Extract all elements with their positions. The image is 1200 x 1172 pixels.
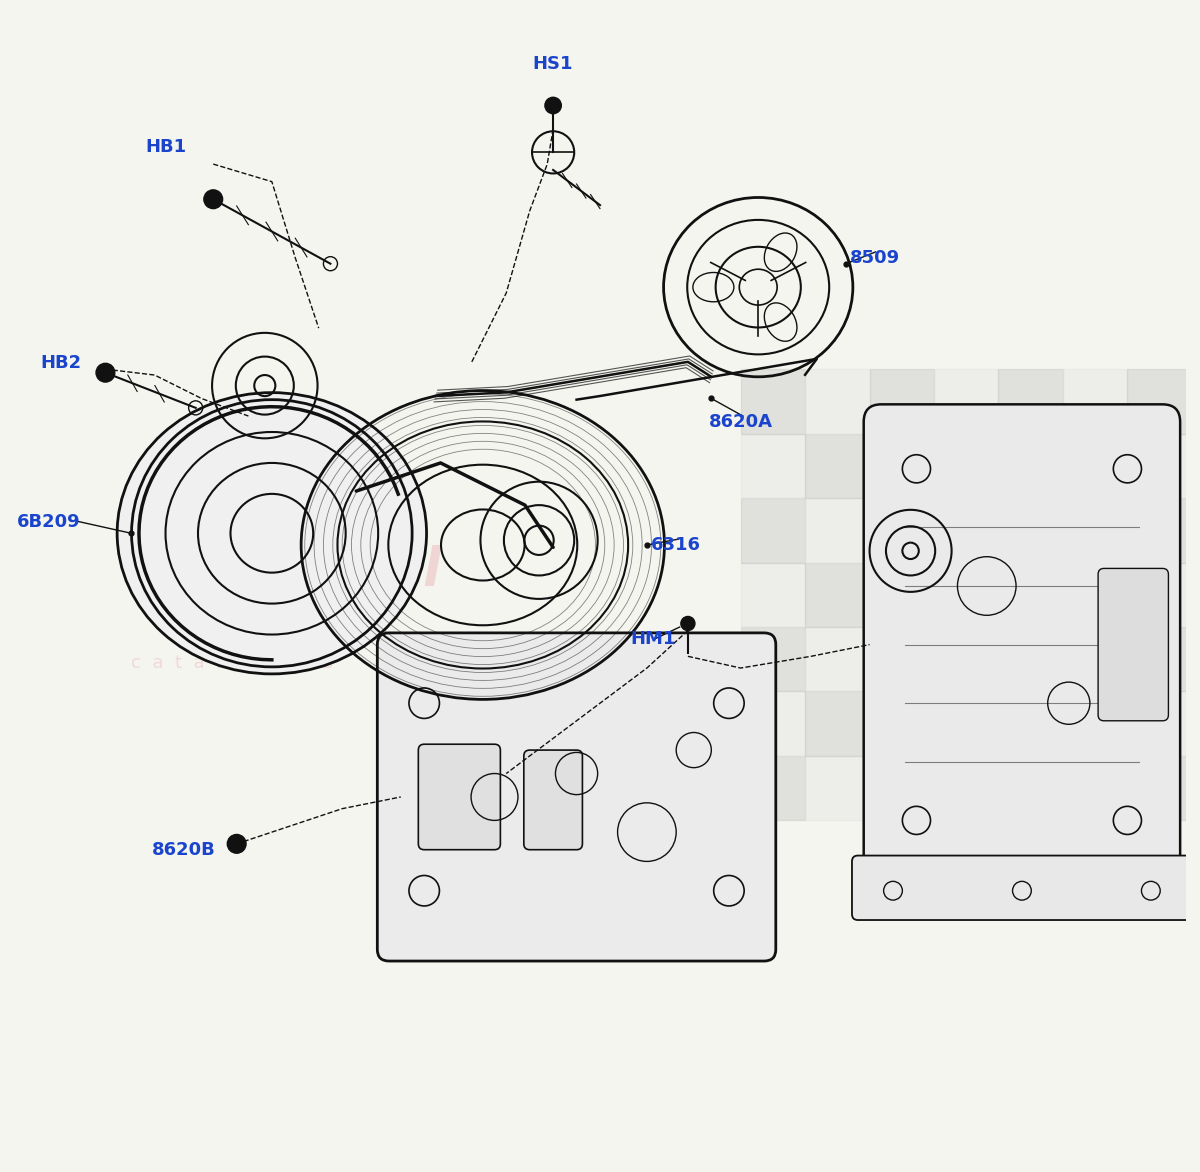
FancyBboxPatch shape [377, 633, 776, 961]
Bar [870, 369, 934, 434]
Circle shape [96, 363, 115, 382]
Circle shape [204, 190, 223, 209]
Circle shape [545, 97, 562, 114]
Text: HB2: HB2 [41, 354, 82, 373]
Bar [998, 563, 1063, 627]
Bar [1063, 369, 1128, 434]
Text: HM1: HM1 [630, 629, 676, 648]
Text: c  a  t  a  l  o  g  u  e  s: c a t a l o g u e s [131, 654, 334, 672]
Bar [805, 756, 870, 820]
Bar [805, 369, 870, 434]
FancyBboxPatch shape [852, 856, 1192, 920]
Text: 8620A: 8620A [709, 413, 773, 431]
Text: 8509: 8509 [851, 248, 900, 267]
Bar [1063, 498, 1128, 563]
Text: HS1: HS1 [533, 55, 574, 74]
Bar [1063, 627, 1128, 691]
Bar [1128, 691, 1192, 756]
Bar [740, 627, 805, 691]
Bar [1063, 756, 1128, 820]
Bar [740, 434, 805, 498]
Text: 6316: 6316 [652, 536, 701, 554]
Bar [934, 498, 998, 563]
Text: Surtaal: Surtaal [224, 545, 442, 597]
Bar [1128, 498, 1192, 563]
Bar [740, 369, 805, 434]
Text: HB1: HB1 [145, 137, 187, 156]
Bar [870, 627, 934, 691]
Bar [934, 756, 998, 820]
Bar [870, 498, 934, 563]
Bar [740, 691, 805, 756]
Bar [934, 369, 998, 434]
Bar [1128, 563, 1192, 627]
Bar [870, 434, 934, 498]
FancyBboxPatch shape [524, 750, 582, 850]
Bar [934, 691, 998, 756]
Bar [870, 756, 934, 820]
Bar [805, 434, 870, 498]
Bar [805, 498, 870, 563]
Bar [1128, 756, 1192, 820]
Bar [740, 756, 805, 820]
Bar [805, 563, 870, 627]
Bar [740, 563, 805, 627]
Bar [998, 369, 1063, 434]
Bar [870, 691, 934, 756]
Bar [1063, 563, 1128, 627]
Bar [998, 691, 1063, 756]
Bar [740, 498, 805, 563]
FancyBboxPatch shape [419, 744, 500, 850]
Bar [805, 627, 870, 691]
Bar [998, 756, 1063, 820]
Bar [934, 627, 998, 691]
FancyBboxPatch shape [864, 404, 1180, 885]
Bar [998, 498, 1063, 563]
Bar [998, 434, 1063, 498]
Bar [1128, 369, 1192, 434]
Bar [934, 563, 998, 627]
Ellipse shape [118, 393, 426, 674]
Bar [1128, 627, 1192, 691]
Bar [805, 691, 870, 756]
Circle shape [680, 616, 695, 631]
Bar [934, 434, 998, 498]
Text: 6B209: 6B209 [17, 512, 80, 531]
Text: 8620B: 8620B [152, 840, 216, 859]
Bar [1063, 691, 1128, 756]
Bar [1063, 434, 1128, 498]
Circle shape [227, 834, 246, 853]
FancyBboxPatch shape [1098, 568, 1169, 721]
Bar [1128, 434, 1192, 498]
Bar [998, 627, 1063, 691]
Bar [870, 563, 934, 627]
